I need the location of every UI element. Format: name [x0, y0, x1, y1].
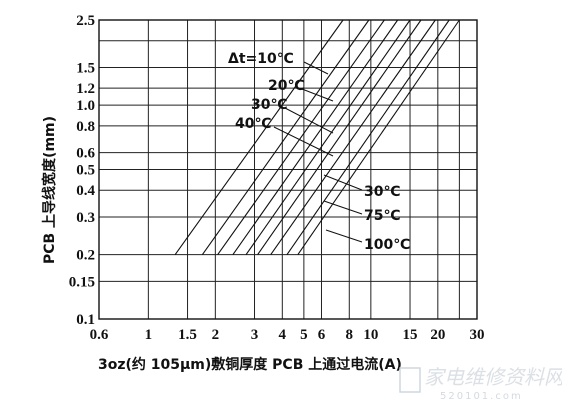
annotations: Δt=10℃ 20℃ 30℃ 40℃ 30℃ 75℃ 100℃: [228, 51, 410, 253]
x-tick-label: 4: [279, 327, 287, 343]
y-tick-label: 1.5: [76, 60, 95, 76]
series-line: [217, 19, 385, 255]
series-line: [201, 19, 370, 255]
series-line: [270, 19, 436, 255]
annotation-label: Δt=10℃: [228, 51, 294, 67]
annotation-leader: [273, 126, 334, 157]
x-tick-label: 1.5: [178, 327, 197, 343]
x-axis-label: 3oz(约 105μm)敷铜厚度 PCB 上通过电流(A): [98, 356, 402, 373]
series-line: [297, 19, 460, 255]
annotation-leader: [323, 174, 363, 191]
annotation-label: 30℃: [251, 97, 287, 113]
series-line: [245, 19, 411, 255]
x-tick-label: 2: [212, 327, 220, 343]
x-tick-label: 6: [318, 327, 326, 343]
y-axis-label: PCB 上导线宽度(mm): [41, 116, 58, 264]
watermark-logo: 家电维修资料网 520101.com: [399, 365, 562, 402]
x-tick-label: 8: [346, 327, 354, 343]
annotation-label: 30℃: [364, 184, 400, 200]
y-tick-label: 0.2: [76, 248, 95, 264]
x-tick-label: 15: [403, 327, 418, 343]
annotation-leader: [323, 200, 363, 215]
curves: [174, 19, 460, 255]
annotation-leader: [301, 88, 334, 102]
y-tick-label: 1.2: [76, 81, 95, 97]
plot-frame: [98, 19, 478, 320]
y-tick-label: 0.5: [76, 163, 95, 179]
annotation-label: 40℃: [235, 116, 271, 132]
annotation-label: 100℃: [364, 237, 410, 253]
annotation-label: 20℃: [268, 78, 304, 94]
x-tick-labels: 0.6 1 1.5 2 3 4 5 6 8 10 15 20 30: [90, 327, 485, 343]
y-tick-label: 0.15: [69, 274, 95, 290]
watermark-url: 520101.com: [440, 391, 523, 402]
y-tick-label: 0.8: [76, 119, 95, 135]
series-line: [286, 19, 450, 255]
series-line: [257, 19, 422, 255]
y-tick-label: 0.3: [76, 210, 95, 226]
y-tick-label: 0.4: [76, 183, 95, 199]
series-line: [174, 19, 344, 255]
annotation-leader: [303, 61, 329, 75]
x-tick-label: 20: [430, 327, 445, 343]
annotation-leader: [284, 107, 334, 134]
x-tick-label: 3: [251, 327, 259, 343]
watermark-text: 家电维修资料网: [424, 365, 562, 389]
y-tick-labels: 0.1 0.15 0.2 0.3 0.4 0.50.6 0.8 1.01.2 1.5 2.5: [69, 13, 96, 328]
x-tick-label: 30: [470, 327, 485, 343]
x-tick-label: 5: [300, 327, 308, 343]
annotation-leaders: [273, 61, 363, 243]
x-tick-label: 10: [363, 327, 378, 343]
grid: [99, 20, 477, 319]
annotation-label: 75℃: [364, 208, 400, 224]
annotation-leader: [325, 229, 363, 243]
series-line: [232, 19, 399, 255]
y-tick-label: 2.5: [76, 13, 95, 29]
x-tick-label: 0.6: [90, 327, 109, 343]
x-tick-label: 1: [145, 327, 153, 343]
y-tick-label: 1.0: [76, 98, 95, 114]
y-tick-label: 0.1: [76, 312, 95, 328]
y-tick-label: 0.6: [76, 146, 95, 162]
